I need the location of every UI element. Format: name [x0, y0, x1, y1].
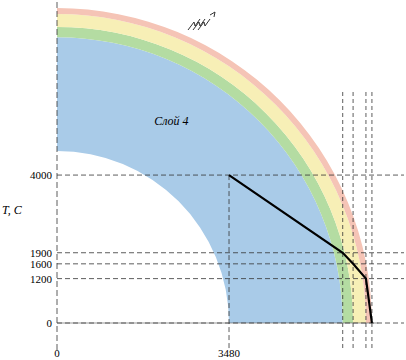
layer-boundary — [365, 92, 366, 350]
y-tick-label: 1900 — [30, 247, 53, 259]
plot-area — [57, 8, 372, 323]
x-grid — [229, 175, 230, 350]
y-grid — [57, 323, 404, 324]
y-tick-label: 1200 — [30, 273, 53, 285]
layer-boundary — [353, 92, 354, 350]
surface-icon — [188, 12, 215, 30]
y-axis-label: T, C — [2, 203, 23, 217]
x-axis — [57, 323, 378, 324]
layer — [57, 14, 366, 323]
layer-boundary — [371, 92, 372, 350]
y-grid — [57, 278, 404, 279]
y-grid — [57, 252, 404, 253]
line-group — [229, 175, 372, 323]
temperature-line — [229, 175, 372, 323]
y-axis — [57, 2, 58, 350]
icon-stroke — [198, 19, 210, 30]
layer-boundary — [342, 92, 343, 350]
y-tick-label: 1600 — [30, 258, 53, 270]
x-tick-label: 0 — [54, 347, 60, 359]
icon-arrow — [210, 12, 215, 17]
layer-label: Слой 4 — [154, 114, 188, 128]
x-tick-label: 3480 — [218, 347, 241, 359]
layer — [57, 37, 343, 323]
y-tick-label: 4000 — [30, 169, 53, 181]
y-tick-label: 0 — [47, 317, 53, 329]
chart-root: 0 1200 16001900 4000 0 3480 T, C Слой 4 — [0, 0, 406, 360]
layer — [57, 8, 372, 323]
